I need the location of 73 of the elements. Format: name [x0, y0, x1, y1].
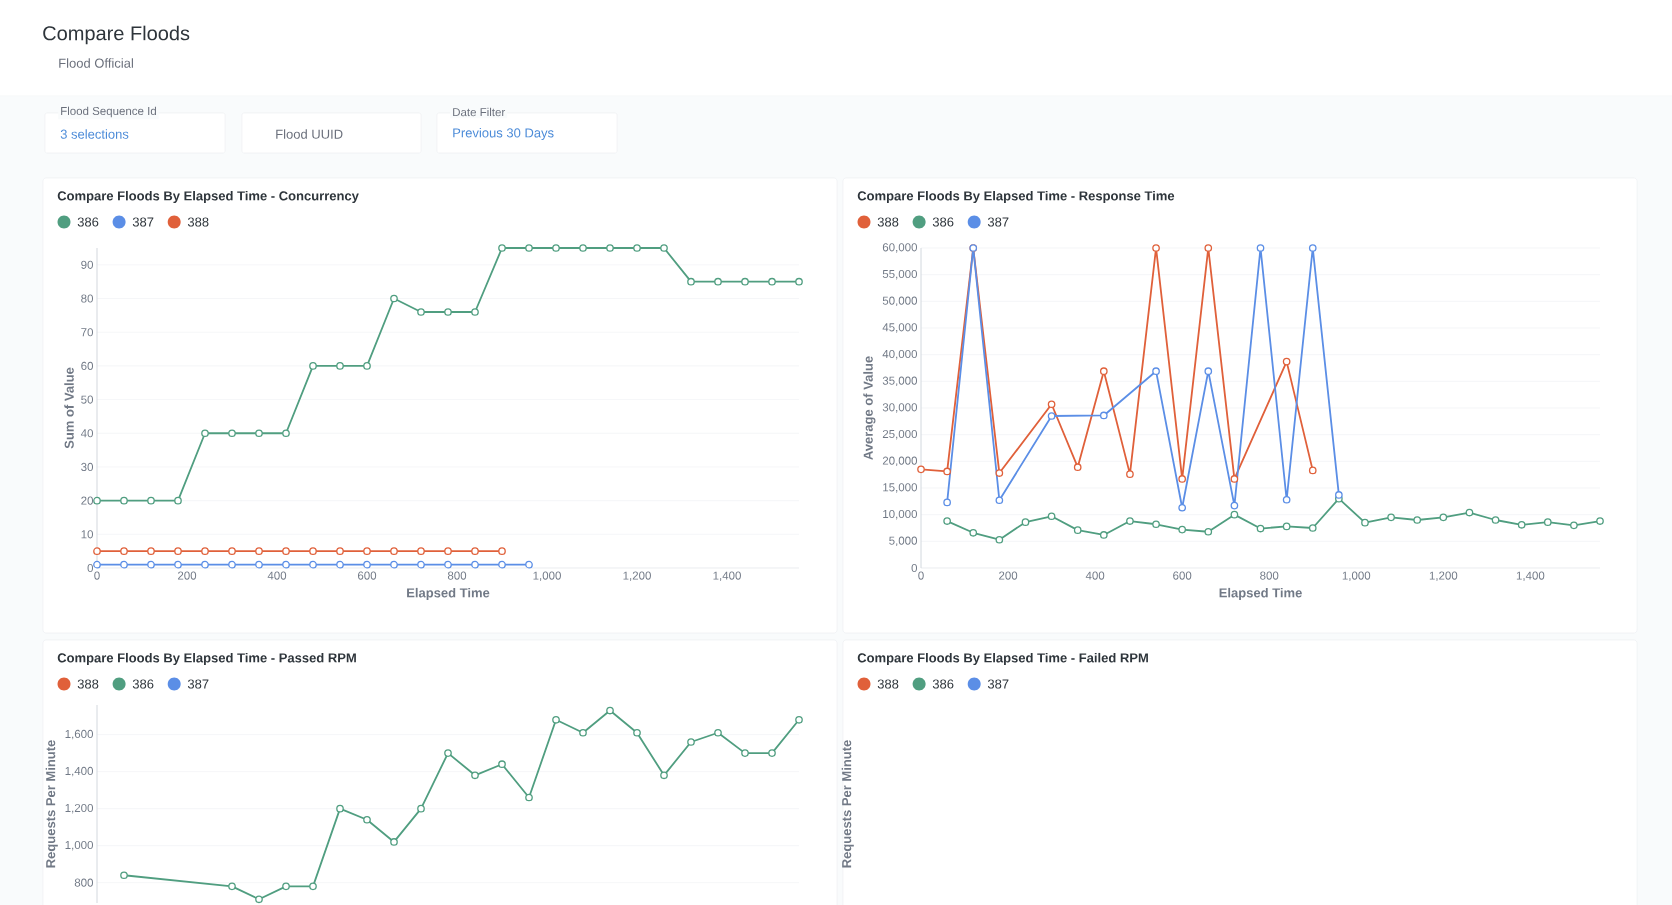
y-tick-label: 35,000 — [882, 376, 918, 387]
x-tick-label: 1,200 — [1429, 571, 1458, 582]
legend-label: 388 — [877, 217, 899, 227]
y-axis-title: Requests Per Minute — [45, 740, 58, 868]
legend-label: 386 — [932, 679, 954, 689]
y-tick-label: 800 — [74, 878, 94, 887]
legend-label: 388 — [877, 679, 899, 689]
x-tick-label: 1,200 — [623, 571, 651, 582]
x-tick-label: 0 — [94, 571, 100, 580]
legend-label: 387 — [987, 679, 1009, 689]
x-tick-label: 600 — [357, 571, 377, 580]
text: Previous 30 Days — [453, 127, 554, 141]
legend-label: 387 — [187, 679, 209, 689]
x-tick-label: 600 — [1173, 571, 1192, 580]
text: Compare Floods — [43, 25, 190, 45]
y-tick-label: 55,000 — [882, 269, 918, 280]
y-tick-label: 10,000 — [883, 509, 918, 520]
legend-label: 386 — [932, 217, 954, 227]
chart-title: Compare Floods By Elapsed Time - Passed RPM — [57, 652, 356, 666]
x-tick-label: 1,000 — [533, 571, 561, 582]
y-tick-label: 60 — [81, 361, 94, 370]
y-tick-label: 70 — [81, 328, 94, 337]
y-axis-title: Sum of Value — [64, 367, 74, 449]
x-tick-label: 800 — [1260, 571, 1279, 580]
y-tick-label: 30 — [81, 462, 94, 472]
x-tick-label: 1,400 — [1516, 571, 1545, 582]
x-tick-label: 1,000 — [1342, 571, 1371, 582]
x-tick-label: 800 — [447, 571, 467, 580]
y-tick-label: 60,000 — [882, 243, 918, 253]
x-tick-label: 400 — [267, 571, 287, 580]
y-tick-label: 15,000 — [883, 483, 918, 493]
y-tick-label: 80 — [81, 294, 94, 303]
y-tick-label: 20,000 — [882, 456, 918, 467]
x-tick-label: 200 — [999, 571, 1018, 580]
y-tick-label: 0 — [87, 563, 94, 573]
y-tick-label: 30,000 — [882, 403, 918, 413]
y-tick-label: 90 — [81, 260, 94, 269]
text: Date Filter — [453, 107, 506, 117]
legend-label: 388 — [187, 217, 209, 227]
y-tick-label: 5,000 — [889, 536, 918, 547]
y-tick-label: 25,000 — [882, 429, 918, 440]
chart-title: Compare Floods By Elapsed Time - Response Time — [857, 190, 1175, 204]
y-tick-label: 50,000 — [882, 296, 918, 307]
x-tick-label: 1,400 — [713, 571, 741, 582]
x-tick-label: 200 — [177, 571, 197, 580]
text: Flood Sequence Id — [61, 106, 156, 118]
x-axis-title: Elapsed Time — [407, 587, 490, 601]
y-tick-label: 20 — [81, 496, 94, 505]
text: Flood UUID — [276, 129, 343, 139]
chart-title: Compare Floods By Elapsed Time - Concurrency — [57, 190, 359, 204]
text: Requests Per Minute — [841, 740, 854, 868]
legend-label: 388 — [77, 679, 99, 689]
y-tick-label: 1,600 — [65, 729, 94, 740]
y-tick-label: 1,000 — [65, 840, 94, 851]
x-tick-label: 400 — [1085, 571, 1105, 580]
y-tick-label: 50 — [81, 395, 94, 404]
y-tick-label: 1,200 — [65, 803, 94, 814]
text: Flood Official — [59, 58, 133, 68]
legend-label: 387 — [132, 217, 154, 227]
y-tick-label: 45,000 — [882, 323, 918, 333]
y-tick-label: 40 — [80, 429, 94, 438]
text: Compare Floods By Elapsed Time - Failed RPM — [857, 652, 1148, 666]
y-tick-label: 0 — [911, 563, 918, 573]
y-axis-title: Average of Value — [863, 356, 876, 460]
y-tick-label: 10 — [81, 530, 94, 539]
x-axis-title: Elapsed Time — [1219, 587, 1302, 601]
legend-label: 386 — [77, 217, 99, 227]
y-tick-label: 1,400 — [65, 766, 94, 777]
text: 3 selections — [60, 129, 129, 139]
y-tick-label: 40,000 — [882, 349, 918, 360]
legend-label: 386 — [132, 679, 154, 689]
legend-label: 387 — [987, 217, 1009, 227]
x-tick-label: 0 — [918, 571, 924, 580]
